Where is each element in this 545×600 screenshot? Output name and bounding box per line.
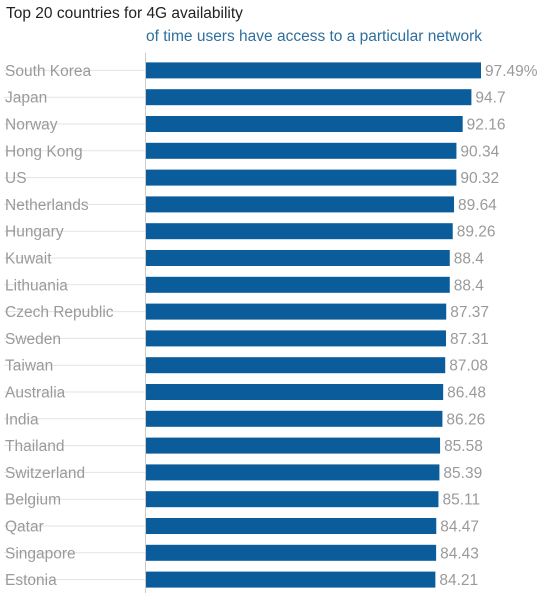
bar — [146, 62, 481, 79]
bar — [146, 116, 463, 132]
value-label: 90.34 — [460, 143, 499, 160]
value-label: 85.58 — [444, 438, 483, 455]
value-label: 87.08 — [449, 358, 488, 375]
value-label: 85.39 — [443, 465, 482, 482]
value-label: 89.64 — [458, 197, 497, 214]
category-label: Qatar — [5, 519, 44, 536]
bar — [146, 303, 447, 320]
value-label: 84.47 — [440, 519, 479, 536]
value-label: 89.26 — [457, 224, 496, 241]
category-label: Taiwan — [5, 358, 53, 375]
category-label: Hong Kong — [5, 143, 83, 160]
category-label: Sweden — [5, 331, 61, 348]
value-label: 84.21 — [439, 572, 478, 589]
category-label: Belgium — [5, 492, 61, 509]
value-label: 92.16 — [467, 117, 506, 134]
category-label: Switzerland — [5, 465, 85, 482]
bar — [146, 410, 443, 427]
chart-subtitle: of time users have access to a particula… — [146, 28, 482, 45]
value-label: 88.4 — [454, 251, 485, 268]
value-label: 90.32 — [460, 170, 499, 187]
bar — [146, 571, 436, 588]
category-label: South Korea — [5, 63, 92, 80]
category-label: Singapore — [5, 545, 76, 562]
value-label: 84.43 — [440, 545, 479, 562]
bar — [146, 384, 444, 400]
bar — [146, 437, 441, 454]
value-label: 87.31 — [450, 331, 489, 348]
value-label: 97.49% — [485, 63, 538, 80]
bar — [146, 544, 437, 561]
category-label: Norway — [5, 117, 58, 134]
bar — [146, 142, 457, 159]
category-label: Lithuania — [5, 277, 68, 294]
bar — [146, 89, 472, 106]
value-label: 85.11 — [442, 492, 480, 509]
value-label: 87.37 — [450, 304, 489, 321]
bar — [146, 169, 457, 186]
category-label: US — [5, 170, 27, 187]
value-label: 94.7 — [475, 90, 505, 107]
category-label: Australia — [5, 385, 66, 402]
category-label: Kuwait — [5, 251, 52, 268]
bar — [146, 330, 447, 347]
bar — [146, 518, 437, 534]
bar — [146, 276, 450, 293]
bar — [146, 491, 439, 508]
category-label: Czech Republic — [5, 304, 114, 321]
bar — [146, 357, 446, 374]
value-label: 86.48 — [447, 385, 486, 402]
category-label: Netherlands — [5, 197, 89, 214]
bar — [146, 223, 453, 240]
category-label: Thailand — [5, 438, 64, 455]
bar — [146, 250, 450, 266]
category-label: Japan — [5, 90, 47, 107]
value-label: 88.4 — [454, 277, 485, 294]
category-label: Hungary — [5, 224, 64, 241]
category-label: Estonia — [5, 572, 57, 589]
bar — [146, 196, 455, 213]
value-label: 86.26 — [446, 411, 485, 428]
category-label: India — [5, 411, 39, 428]
bar — [146, 464, 440, 481]
chart-title: Top 20 countries for 4G availability — [6, 5, 243, 22]
